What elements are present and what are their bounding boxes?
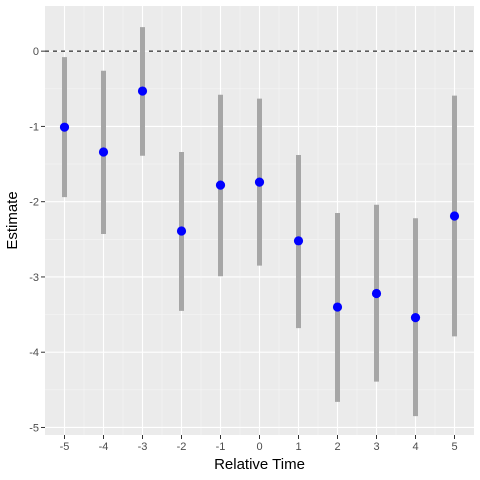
x-tick-label: -4	[99, 441, 109, 453]
x-tick-label: 3	[373, 441, 379, 453]
estimate-point	[410, 312, 421, 323]
y-tick-label: -5	[29, 422, 39, 434]
estimate-point	[137, 86, 148, 96]
y-axis: 0 -1 -2 -3 -4 -5	[29, 46, 45, 434]
estimate-points	[59, 86, 460, 323]
x-tick-label: -5	[60, 441, 70, 453]
estimate-point	[176, 226, 187, 236]
estimate-point	[293, 236, 304, 246]
x-tick-label: -1	[216, 441, 226, 453]
estimate-point	[449, 211, 460, 221]
x-tick-label: 5	[451, 441, 457, 453]
estimate-point	[215, 180, 226, 190]
x-tick-label: 2	[334, 441, 340, 453]
estimate-point	[98, 147, 109, 157]
y-tick-label: -3	[29, 272, 39, 284]
x-tick-label: -3	[138, 441, 148, 453]
estimate-point	[254, 177, 265, 187]
x-tick-label: -2	[177, 441, 187, 453]
x-axis-title: Relative Time	[214, 456, 305, 473]
y-tick-label: -1	[29, 121, 39, 133]
x-tick-label: 1	[295, 441, 301, 453]
y-tick-label: 0	[33, 46, 39, 58]
y-tick-label: -4	[29, 347, 39, 359]
estimate-point	[332, 302, 343, 312]
y-axis-title: Estimate	[4, 191, 21, 249]
y-tick-label: -2	[29, 197, 39, 209]
estimate-point	[371, 288, 382, 299]
x-tick-label: 4	[412, 441, 418, 453]
x-axis: -5 -4 -3 -2 -1 0 1 2 3 4 5	[60, 435, 458, 453]
x-tick-label: 0	[256, 441, 262, 453]
estimate-point	[59, 122, 70, 132]
